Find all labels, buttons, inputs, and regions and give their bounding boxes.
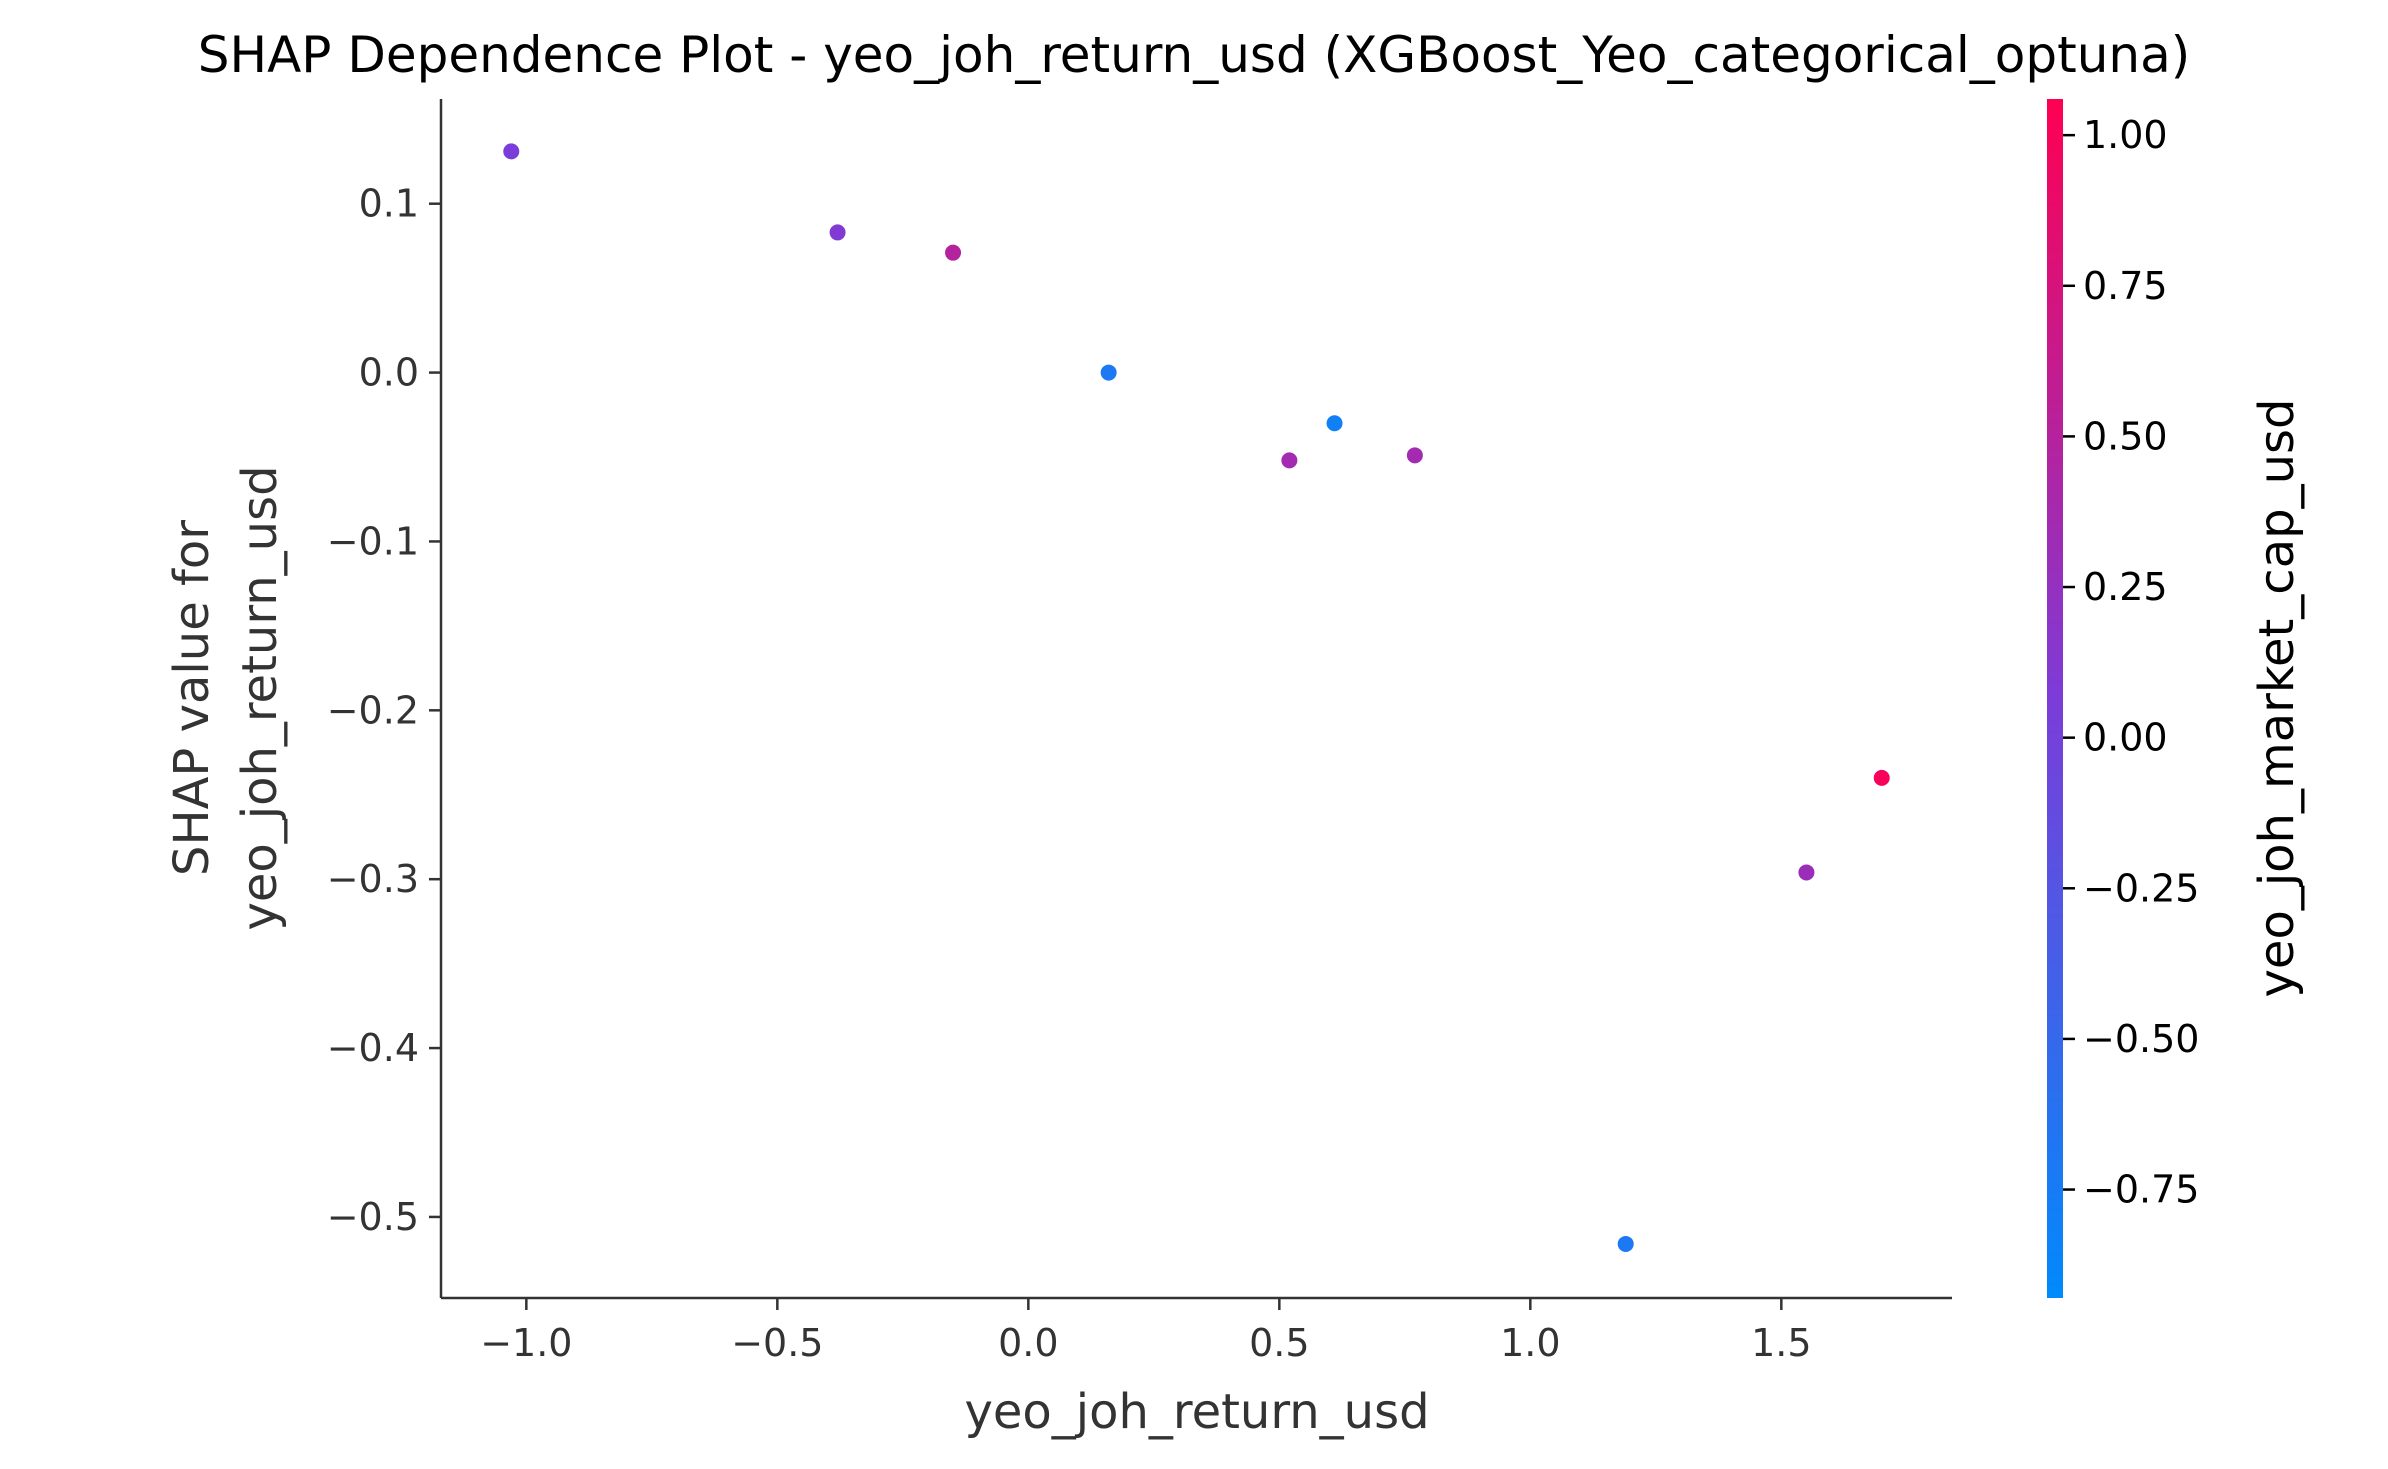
colorbar-tick-label: −0.50 (2083, 1017, 2199, 1061)
y-axis-label-line-2: yeo_joh_return_usd (232, 465, 288, 930)
x-tick-label: 0.5 (1249, 1321, 1309, 1365)
y-axis-ticks: 0.1 0.0 −0.1 −0.2 −0.3 −0.4 −0.5 (327, 182, 441, 1239)
chart-title: SHAP Dependence Plot - yeo_joh_return_us… (198, 26, 2190, 84)
x-axis-label: yeo_joh_return_usd (964, 1384, 1429, 1440)
y-tick-label: −0.2 (327, 688, 419, 732)
data-point (1873, 769, 1890, 786)
y-tick-label: −0.3 (327, 857, 419, 901)
x-axis-ticks: −1.0 −0.5 0.0 0.5 1.0 1.5 (480, 1298, 1812, 1365)
colorbar-tick-label: 0.25 (2083, 565, 2168, 609)
data-point (1406, 447, 1423, 464)
y-tick-label: 0.1 (359, 182, 419, 226)
data-point (1617, 1235, 1634, 1252)
colorbar-tick-label: 0.00 (2083, 716, 2168, 760)
data-point (1100, 364, 1117, 381)
colorbar-tick-label: 0.50 (2083, 414, 2168, 458)
y-axis-label-line-1: SHAP value for (164, 520, 220, 876)
colorbar: 1.00 0.75 0.50 0.25 0.00 −0.25 −0.50 −0.75 yeo_… (2047, 99, 2305, 1298)
data-point (1281, 452, 1298, 469)
x-tick-label: −0.5 (731, 1321, 823, 1365)
data-points (503, 143, 1890, 1252)
colorbar-label: yeo_joh_market_cap_usd (2249, 399, 2305, 998)
colorbar-tick-label: −0.25 (2083, 866, 2199, 910)
colorbar-tick-label: 0.75 (2083, 264, 2168, 308)
y-tick-label: −0.1 (327, 519, 419, 563)
y-axis-label: SHAP value for yeo_joh_return_usd (164, 465, 288, 930)
data-point (1326, 415, 1343, 432)
x-tick-label: 1.0 (1500, 1321, 1560, 1365)
data-point (945, 244, 962, 261)
y-tick-label: −0.5 (327, 1195, 419, 1239)
y-tick-label: −0.4 (327, 1026, 419, 1070)
data-point (1798, 864, 1815, 881)
data-point (829, 224, 846, 241)
plot-area: −1.0 −0.5 0.0 0.5 1.0 1.5 0.1 0.0 −0.1 −0.2 −0.3 −… (327, 99, 1952, 1365)
data-point (503, 143, 520, 160)
colorbar-tick-label: −0.75 (2083, 1168, 2199, 1212)
colorbar-ticks: 1.00 0.75 0.50 0.25 0.00 −0.25 −0.50 −0.75 (2063, 113, 2199, 1212)
colorbar-gradient (2047, 99, 2063, 1298)
y-tick-label: 0.0 (359, 351, 419, 395)
x-tick-label: 0.0 (998, 1321, 1058, 1365)
x-tick-label: 1.5 (1751, 1321, 1811, 1365)
colorbar-tick-label: 1.00 (2083, 113, 2168, 157)
x-tick-label: −1.0 (480, 1321, 572, 1365)
